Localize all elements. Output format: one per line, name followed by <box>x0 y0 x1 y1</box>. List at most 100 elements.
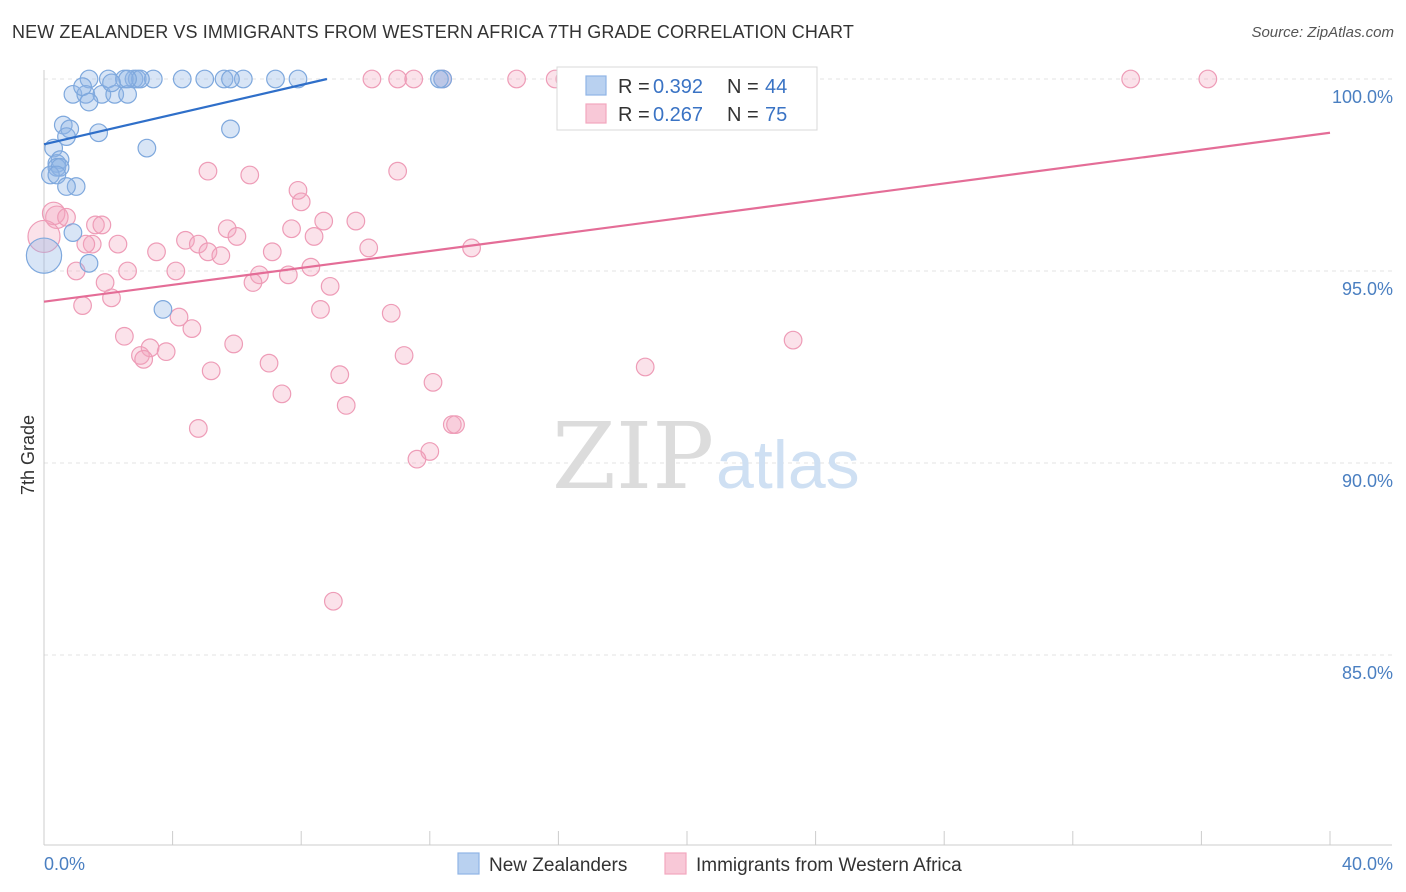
legend-n-label-1: N = <box>727 76 759 98</box>
new-zealander-point-36 <box>57 177 76 196</box>
legend-r-value-2: 0.267 <box>653 104 703 126</box>
new-zealander-point-38 <box>25 237 63 274</box>
watermark-zip: ZIP <box>552 403 714 510</box>
western-africa-point-29 <box>188 234 208 254</box>
western-africa-point-54 <box>156 342 176 362</box>
x-tick-label-0: 0.0% <box>44 854 85 874</box>
western-africa-point-9 <box>1198 69 1218 89</box>
stats-legend: R = 0.392 N = 44 R = 0.267 N = 75 <box>556 66 818 131</box>
western-africa-point-26 <box>304 227 324 246</box>
new-zealander-point-43 <box>430 69 449 89</box>
new-zealander-point-0 <box>79 69 99 89</box>
western-africa-point-53 <box>224 334 244 354</box>
y-tick-label-2: 90.0% <box>1342 471 1393 491</box>
new-zealander-point-39 <box>79 253 99 273</box>
western-africa-point-35 <box>262 242 282 262</box>
western-africa-point-60 <box>330 365 350 385</box>
western-africa-point-39 <box>166 261 186 281</box>
trend-line-new-zealanders <box>43 77 328 146</box>
western-africa-point-73 <box>76 234 96 254</box>
legend-swatch-pink <box>585 103 607 124</box>
legend-r-value-1: 0.392 <box>653 76 703 98</box>
western-africa-point-21 <box>217 219 237 239</box>
new-zealander-point-18 <box>105 84 125 104</box>
legend-n-value-1: 44 <box>765 76 787 98</box>
western-africa-point-4 <box>507 69 527 89</box>
new-zealander-point-41 <box>118 69 137 89</box>
western-africa-point-15 <box>291 192 311 212</box>
legend-n-value-2: 75 <box>765 104 787 126</box>
trend-line-western-africa <box>43 131 1331 303</box>
new-zealander-point-15 <box>63 84 83 104</box>
series-western-africa-points <box>27 69 1218 611</box>
western-africa-point-71 <box>323 591 343 611</box>
western-africa-point-50 <box>182 319 202 339</box>
western-africa-point-22 <box>314 211 334 231</box>
bottom-legend-label-1: New Zealanders <box>489 855 627 876</box>
new-zealander-point-21 <box>79 92 99 112</box>
y-tick-labels: 100.0% 95.0% 90.0% 85.0% <box>1332 87 1393 683</box>
legend-swatch-blue <box>585 75 607 96</box>
trend-lines <box>43 77 1331 303</box>
western-africa-point-57 <box>394 346 414 365</box>
source-label: Source: ZipAtlas.com <box>1251 24 1394 41</box>
western-africa-point-30 <box>359 238 379 258</box>
new-zealander-point-35 <box>66 177 86 196</box>
new-zealander-point-4 <box>143 69 163 89</box>
western-africa-point-43 <box>243 273 263 292</box>
western-africa-point-48 <box>381 303 401 323</box>
western-africa-point-68 <box>407 449 427 469</box>
western-africa-point-46 <box>73 296 92 315</box>
axes <box>43 70 1392 846</box>
western-africa-point-38 <box>118 261 137 281</box>
western-africa-point-23 <box>346 211 366 231</box>
western-africa-point-19 <box>92 215 112 235</box>
bottom-legend-swatch-pink <box>664 852 687 875</box>
western-africa-point-11 <box>198 161 218 181</box>
western-africa-point-20 <box>282 219 301 239</box>
western-africa-point-32 <box>147 242 166 262</box>
y-tick-label-3: 85.0% <box>1342 663 1393 683</box>
western-africa-point-59 <box>201 361 221 381</box>
new-zealander-point-40 <box>153 300 173 319</box>
western-africa-point-56 <box>134 349 154 369</box>
western-africa-point-66 <box>188 419 208 438</box>
new-zealander-point-7 <box>195 69 215 89</box>
bottom-legend-label-2: Immigrants from Western Africa <box>696 855 962 876</box>
zipatlas-watermark: ZIP atlas <box>552 403 860 510</box>
series-legend: New Zealanders Immigrants from Western A… <box>457 852 962 876</box>
western-africa-point-51 <box>114 326 134 346</box>
new-zealander-point-9 <box>233 69 253 89</box>
western-africa-point-16 <box>45 205 69 230</box>
new-zealander-point-26 <box>221 119 240 139</box>
western-africa-point-1 <box>388 69 408 89</box>
western-africa-point-12 <box>240 165 260 185</box>
gridlines <box>44 78 1392 656</box>
western-africa-point-49 <box>169 307 189 327</box>
new-zealander-point-13 <box>131 69 150 89</box>
legend-r-label-2: R = <box>618 104 650 126</box>
western-africa-point-69 <box>783 330 803 350</box>
western-africa-point-27 <box>82 234 102 254</box>
new-zealander-point-14 <box>221 69 240 89</box>
bottom-legend-swatch-blue <box>457 852 480 875</box>
new-zealander-point-42 <box>102 73 121 93</box>
new-zealander-point-37 <box>63 223 83 243</box>
western-africa-point-65 <box>446 415 465 435</box>
new-zealander-point-33 <box>41 165 60 185</box>
legend-r-label-1: R = <box>618 76 650 98</box>
x-tick-labels: 0.0% 40.0% <box>44 854 1393 874</box>
new-zealander-point-10 <box>266 69 285 89</box>
chart-title: NEW ZEALANDER VS IMMIGRANTS FROM WESTERN… <box>12 22 854 42</box>
western-africa-point-61 <box>423 372 443 392</box>
western-africa-point-17 <box>41 201 66 226</box>
western-africa-point-62 <box>272 384 292 404</box>
western-africa-point-70 <box>635 357 655 377</box>
western-africa-point-14 <box>288 180 308 200</box>
y-tick-label-1: 95.0% <box>1342 279 1393 299</box>
x-tick-label-1: 40.0% <box>1342 854 1393 874</box>
watermark-atlas: atlas <box>716 427 860 503</box>
series-new-zealanders-points <box>25 69 453 319</box>
western-africa-point-63 <box>336 396 356 415</box>
